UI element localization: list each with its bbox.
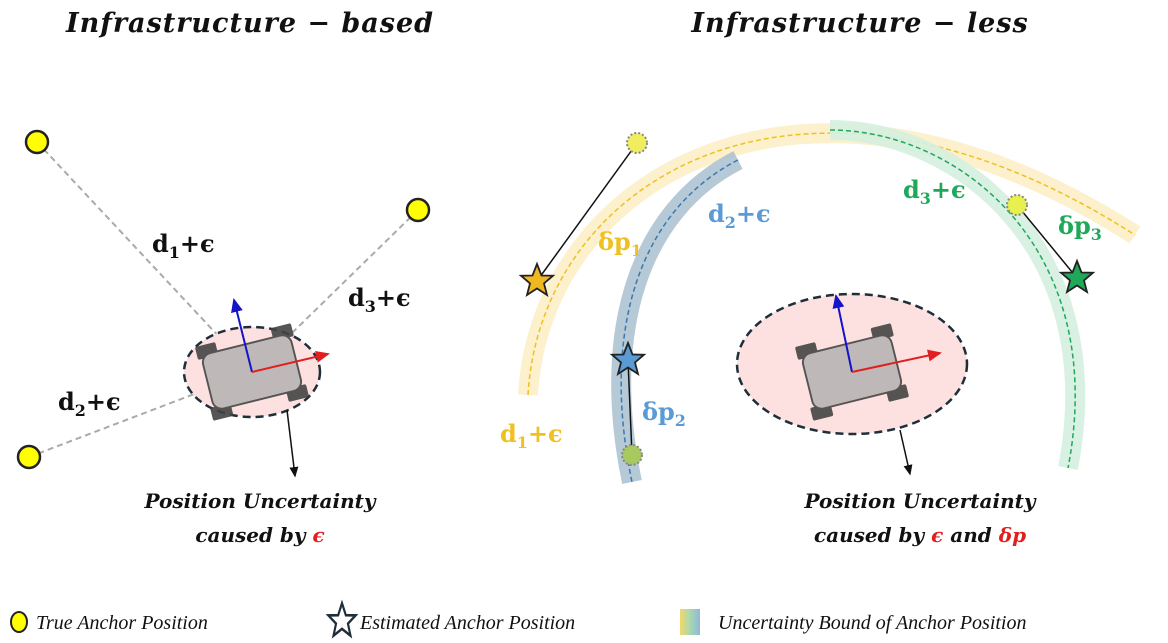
range-arc-3	[829, 129, 1076, 469]
caption-line-1: Position Uncertainty	[144, 489, 377, 513]
legend-true-anchor: True Anchor Position	[36, 612, 208, 634]
uncertainty-bound-legend-icon	[680, 609, 700, 635]
caption-pointer	[899, 429, 913, 476]
range-arc-2	[620, 159, 739, 483]
legend-uncertainty-bound: Uncertainty Bound of Anchor Position	[718, 612, 1027, 634]
offset-line-1	[536, 142, 638, 282]
right-panel: δp1 d2+ϵ d3+ϵ δp3 δp2 d1+ϵ Position Unce…	[500, 120, 1141, 547]
label-dp1: δp1	[598, 227, 642, 260]
true-anchor-icon	[621, 444, 643, 466]
label-d1: d1+ϵ	[152, 229, 215, 262]
true-anchor-legend-icon	[10, 611, 28, 633]
y-axis-arrow	[231, 298, 253, 373]
offset-line-2	[627, 359, 633, 456]
caption-line-1: Position Uncertainty	[804, 489, 1037, 513]
label-d2: d2+ϵ	[708, 199, 771, 232]
range-line-1	[36, 141, 253, 373]
true-anchor-icon	[405, 197, 431, 223]
range-arc-1	[527, 132, 1136, 396]
label-dp3: δp3	[1058, 211, 1102, 244]
title-infrastructure-less: Infrastructure − less	[690, 8, 1028, 39]
caption-line-2: caused by ϵ and δp	[814, 523, 1026, 547]
left-panel: d1+ϵ d3+ϵ d2+ϵ Position Uncertainty caus…	[16, 129, 431, 547]
true-anchor-icon	[24, 129, 50, 155]
caption-pointer	[286, 409, 299, 478]
label-d3: d3+ϵ	[903, 175, 966, 208]
true-anchor-icon	[1006, 194, 1028, 216]
title-infrastructure-based: Infrastructure − based	[65, 8, 434, 39]
estimated-anchor-legend-icon	[327, 601, 357, 638]
label-d1: d1+ϵ	[500, 419, 563, 452]
legend: True Anchor Position Estimated Anchor Po…	[10, 601, 1027, 638]
true-anchor-icon	[626, 132, 648, 154]
caption-line-2: caused by ϵ	[195, 523, 324, 547]
x-axis-arrow	[251, 350, 330, 373]
y-axis-arrow	[832, 294, 853, 373]
label-d3: d3+ϵ	[348, 283, 411, 316]
label-d2: d2+ϵ	[58, 387, 121, 420]
true-anchor-icon	[16, 444, 42, 470]
legend-estimated-anchor: Estimated Anchor Position	[359, 612, 575, 634]
x-axis-arrow	[851, 349, 942, 373]
offset-line-3	[1016, 204, 1078, 279]
label-dp2: δp2	[642, 397, 686, 430]
